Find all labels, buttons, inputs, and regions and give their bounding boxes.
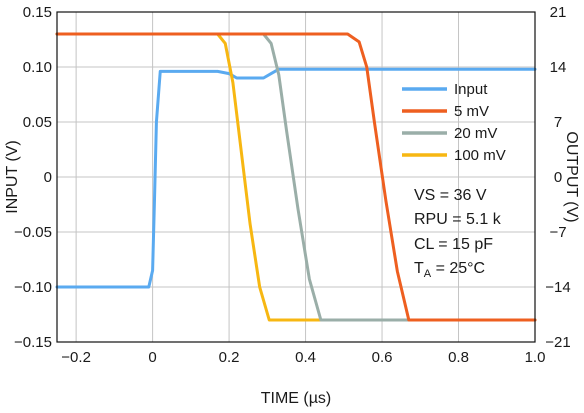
tick-labels: −0.2 0 0.2 0.4 0.6 0.8 1.0 0.15 0.10 0.05 0 −0.05 −0… <box>14 4 571 366</box>
annotation-ta-subscript: A <box>424 268 432 280</box>
series-lines <box>55 32 537 322</box>
y-right-tick-label: 21 <box>550 4 567 21</box>
y-left-tick-label: −0.05 <box>14 224 52 241</box>
x-tick-label: 0.8 <box>448 349 469 366</box>
annotation-ta: TA = 25°C <box>414 260 485 280</box>
x-axis-title: TIME (µs) <box>261 390 332 407</box>
y-right-tick-label: −14 <box>545 279 570 296</box>
series-line-2 <box>55 32 537 322</box>
y-left-tick-label: −0.10 <box>14 279 52 296</box>
x-tick-label: 1.0 <box>525 349 546 366</box>
y-right-tick-label: −7 <box>549 224 566 241</box>
plot-frame <box>56 11 536 343</box>
series-line-1 <box>55 32 537 322</box>
x-tick-label: 0 <box>148 349 156 366</box>
y-left-tick-label: 0.05 <box>23 114 52 131</box>
grid <box>57 11 536 343</box>
y-right-tick-label: 0 <box>554 169 562 186</box>
conditions-annotation: VS = 36 V RPU = 5.1 k CL = 15 pF TA = 25… <box>414 187 502 280</box>
y-left-tick-label: 0 <box>44 169 52 186</box>
annotation-vs: VS = 36 V <box>414 187 487 204</box>
y-right-tick-label: 7 <box>554 114 562 131</box>
series-line-0 <box>55 67 537 289</box>
annotation-rpu: RPU = 5.1 k <box>414 211 502 228</box>
y-right-tick-label: −21 <box>545 334 570 351</box>
legend: Input 5 mV 20 mV 100 mV <box>402 81 506 164</box>
x-tick-label: 0.6 <box>372 349 393 366</box>
x-tick-label: −0.2 <box>61 349 91 366</box>
annotation-cl: CL = 15 pF <box>414 236 493 253</box>
y-left-tick-label: −0.15 <box>14 334 52 351</box>
x-tick-label: 0.4 <box>295 349 316 366</box>
annotation-ta-value: = 25°C <box>431 260 485 277</box>
y-right-tick-label: 14 <box>550 59 567 76</box>
series-line-3 <box>55 32 537 322</box>
y-right-axis-title: OUTPUT (V) <box>563 131 580 222</box>
y-left-tick-label: 0.10 <box>23 59 52 76</box>
y-left-tick-label: 0.15 <box>23 4 52 21</box>
legend-label: 20 mV <box>454 125 497 142</box>
annotation-ta-t: T <box>414 260 424 277</box>
legend-label: 100 mV <box>454 147 506 164</box>
y-left-axis-title: INPUT (V) <box>4 140 21 213</box>
x-tick-label: 0.2 <box>219 349 240 366</box>
legend-label: 5 mV <box>454 103 489 120</box>
legend-label: Input <box>454 81 488 98</box>
